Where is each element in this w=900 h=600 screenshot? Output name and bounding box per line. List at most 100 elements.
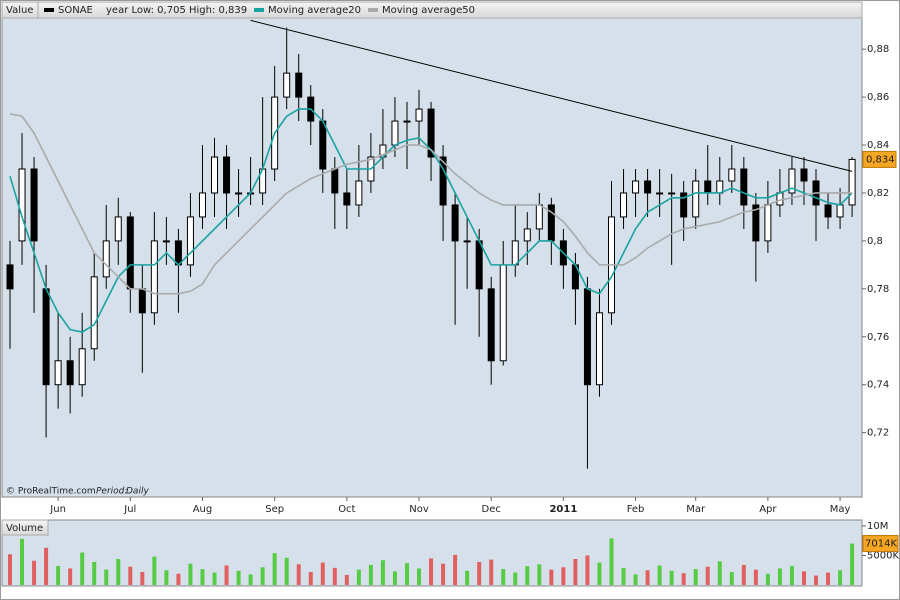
candle-body xyxy=(475,240,483,290)
candle-body xyxy=(800,168,808,182)
volume-bar xyxy=(308,572,313,585)
volume-bar xyxy=(441,563,446,585)
y-tick-label: 0,88 xyxy=(867,44,889,55)
candle-body xyxy=(656,192,664,195)
volume-bar xyxy=(753,569,758,585)
candle-body xyxy=(583,288,591,386)
candle-body xyxy=(836,204,844,218)
volume-bar xyxy=(777,568,782,585)
candle-body xyxy=(463,240,471,243)
candle-body xyxy=(223,156,231,194)
candle-body xyxy=(415,108,423,122)
volume-bar xyxy=(453,554,458,585)
candle-body xyxy=(391,120,399,146)
volume-bar xyxy=(513,572,518,585)
x-tick-label: 2011 xyxy=(549,504,577,515)
volume-bar xyxy=(272,553,277,585)
volume-bar xyxy=(814,575,819,585)
trend-line xyxy=(250,19,853,172)
candle-body xyxy=(126,216,134,290)
candle-body xyxy=(632,180,640,194)
candle-body xyxy=(150,240,158,314)
moving-average-line xyxy=(9,113,853,295)
volume-bar xyxy=(525,566,530,585)
volume-bar xyxy=(765,573,770,585)
volume-bar xyxy=(260,567,265,585)
info: year Low: 0,705 High: 0,839 xyxy=(106,5,247,16)
legend-label: Moving average50 xyxy=(382,5,475,16)
volume-title: Volume xyxy=(6,523,43,534)
volume-bar xyxy=(92,561,97,585)
candle-body xyxy=(764,204,772,242)
candle-body xyxy=(704,180,712,194)
volume-bar xyxy=(20,538,25,585)
candle-body xyxy=(788,168,796,194)
volume-bar xyxy=(789,566,794,585)
legend-label: SONAE xyxy=(58,5,93,16)
volume-bar xyxy=(236,570,241,585)
volume-bar xyxy=(549,569,554,585)
candle-body xyxy=(668,192,676,195)
volume-bar xyxy=(621,567,626,585)
candle-body xyxy=(174,240,182,266)
period: Daily xyxy=(126,487,149,497)
price-panel xyxy=(1,17,863,498)
volume-bar xyxy=(164,570,169,585)
candle-body xyxy=(42,288,50,386)
candle-body xyxy=(283,72,291,98)
x-tick-label: Apr xyxy=(759,504,777,515)
volume-bar xyxy=(705,566,710,585)
volume-bar xyxy=(152,556,157,585)
candle-body xyxy=(692,180,700,218)
candle-body xyxy=(295,72,303,98)
volume-bar xyxy=(729,572,734,585)
x-tick-label: Aug xyxy=(193,504,213,515)
y-tick-label: 0,74 xyxy=(867,380,889,391)
volume-bar xyxy=(489,559,494,585)
candle-body xyxy=(595,312,603,386)
candle-body xyxy=(30,168,38,242)
volume-bar xyxy=(128,566,133,585)
volume-bar xyxy=(68,568,73,585)
volume-bar xyxy=(8,554,12,585)
candle-body xyxy=(186,216,194,266)
volume-bar xyxy=(188,563,193,585)
source: © ProRealTime.com xyxy=(6,487,96,497)
volume-bar xyxy=(80,552,85,585)
volume-bar xyxy=(417,568,422,585)
last-value-box xyxy=(862,535,899,553)
volume-bar xyxy=(116,559,121,585)
candle-body xyxy=(451,204,459,242)
volume-bar xyxy=(633,574,638,585)
candle-body xyxy=(824,204,832,218)
volume-bar xyxy=(717,561,722,585)
candle-body xyxy=(138,288,146,314)
candle-body xyxy=(680,192,688,218)
y-tick-label: 5000K xyxy=(867,550,899,561)
x-tick-label: Feb xyxy=(627,504,645,515)
candle-body xyxy=(511,240,519,266)
volume-bar xyxy=(344,574,349,585)
volume-bar xyxy=(368,564,373,585)
volume-bar xyxy=(537,564,542,585)
candle-body xyxy=(211,156,219,194)
candle-body xyxy=(644,180,652,194)
candle-body xyxy=(198,192,206,218)
candle-body xyxy=(66,360,74,386)
volume-header xyxy=(1,519,49,536)
volume-bar xyxy=(657,565,662,585)
candle-body xyxy=(114,216,122,242)
volume-bar xyxy=(56,566,61,585)
y-tick-label: 0,72 xyxy=(867,428,889,439)
axis-title: Value xyxy=(6,5,33,16)
candle-body xyxy=(18,168,26,242)
volume-bar xyxy=(356,569,361,585)
volume-bar xyxy=(296,564,301,585)
volume-bar xyxy=(801,571,806,585)
candle-body xyxy=(355,180,363,206)
candle-body xyxy=(78,348,86,386)
candle-body xyxy=(403,120,411,123)
volume-bar xyxy=(332,567,337,585)
y-tick-label: 0,86 xyxy=(867,92,889,103)
